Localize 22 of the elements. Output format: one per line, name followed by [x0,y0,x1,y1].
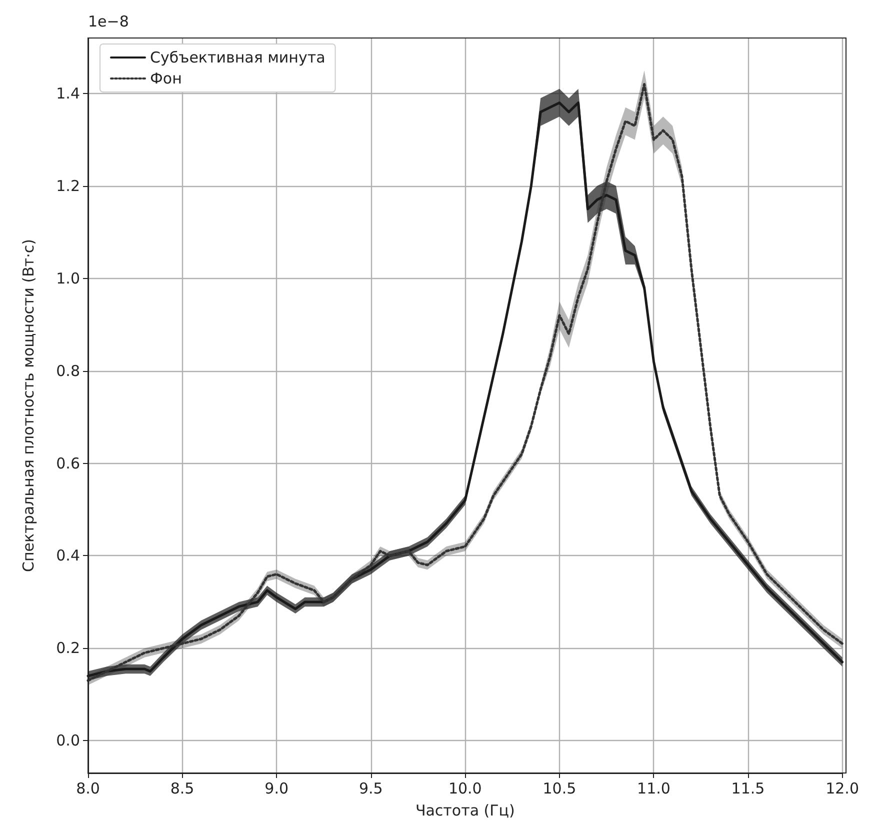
y-tick-label: 1.4 [56,84,80,102]
y-tick-label: 0.8 [56,362,80,380]
y-axis-title: Спектральная плотность мощности (Вт·с) [20,239,38,572]
legend-label: Фон [150,70,182,88]
x-tick-label: 12.0 [826,780,860,798]
y-tick-label: 0.4 [56,546,80,565]
x-tick-label: 10.5 [542,780,576,798]
x-tick-label: 9.5 [358,780,383,798]
y-tick-label: 1.0 [56,269,80,288]
x-tick-label: 9.0 [264,780,289,798]
x-tick-label: 10.0 [448,780,482,798]
y-tick-label: 0.6 [56,454,80,472]
x-tick-label: 8.0 [76,780,100,798]
y-tick-label: 0.0 [56,732,80,750]
y-tick-label: 0.2 [56,639,80,658]
legend-label: Субъективная минута [150,48,326,66]
text: 1e−8 [88,12,129,30]
x-tick-label: 11.5 [731,780,765,798]
x-tick-label: 8.5 [170,780,194,798]
x-tick-label: 11.0 [637,780,670,798]
x-axis-title: Частота (Гц) [415,802,515,820]
y-tick-label: 1.2 [56,176,80,195]
